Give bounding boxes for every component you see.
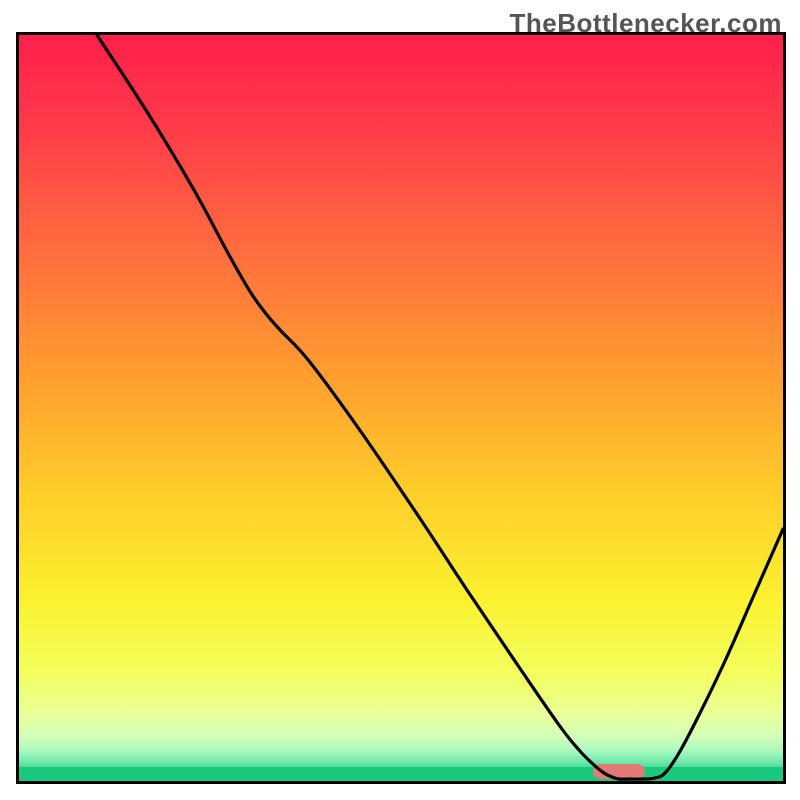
plot-area (19, 35, 783, 781)
chart-canvas: TheBottlenecker.com (0, 0, 800, 800)
bottleneck-curve-path (97, 35, 783, 779)
bottleneck-curve (19, 35, 783, 781)
